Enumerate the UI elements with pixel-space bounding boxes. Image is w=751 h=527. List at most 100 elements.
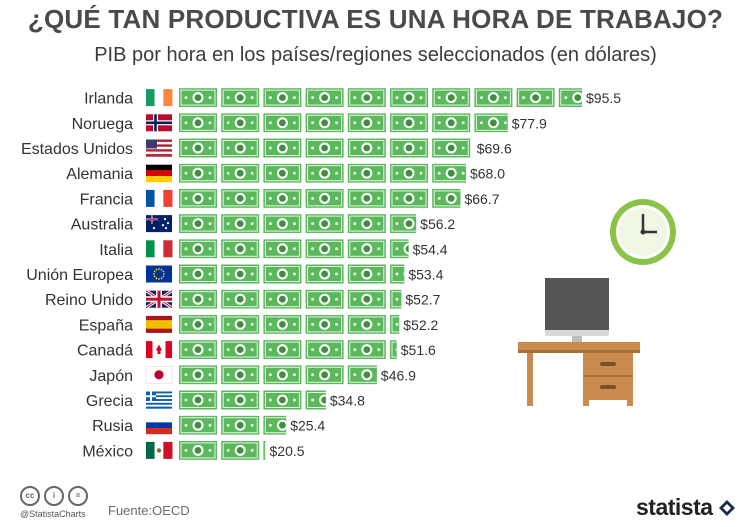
chart-row: Noruega $77.9 [72, 113, 547, 133]
dollar-bill-icon [347, 239, 386, 259]
dollar-bill-icon [263, 163, 302, 183]
dollar-bill-icon [263, 340, 302, 360]
dollar-bill-icon [347, 214, 386, 234]
chart-row: Irlanda $95.5 [84, 88, 621, 108]
flag-russia-icon [146, 416, 172, 435]
dollar-bill-icon [221, 390, 260, 410]
value-label: $25.4 [290, 418, 325, 434]
dollar-bill-icon [347, 138, 386, 158]
dollar-bill-icon [474, 113, 508, 133]
value-label: $54.4 [413, 241, 448, 257]
dollar-bill-icon [221, 138, 260, 158]
flag-japan-icon [145, 365, 173, 384]
category-label: México [82, 443, 133, 460]
bar [179, 365, 377, 385]
dollar-bill-icon [390, 138, 428, 158]
category-label: Reino Unido [45, 292, 133, 309]
dollar-bill-icon [179, 264, 217, 284]
dollar-bill-icon [263, 138, 302, 158]
dollar-bill-icon [221, 264, 260, 284]
value-label: $51.6 [401, 342, 436, 358]
dollar-bill-icon [390, 264, 405, 284]
dollar-bill-icon [390, 163, 428, 183]
chart-row: Italia $54.4 [99, 239, 448, 259]
chart-row: Rusia $25.4 [92, 415, 325, 435]
bar [179, 188, 461, 208]
dollar-bill-icon [221, 163, 260, 183]
dollar-bill-icon [263, 289, 302, 309]
dollar-bill-icon [432, 138, 471, 158]
chart-row: Japón $46.9 [89, 365, 416, 385]
dollar-bill-icon [179, 440, 217, 460]
dollar-bill-icon [179, 289, 217, 309]
chart-row: Unión Europea $53.4 [26, 264, 444, 284]
chart-row: Grecia $34.8 [86, 390, 365, 410]
dollar-bill-icon [558, 88, 583, 108]
category-label: Rusia [92, 418, 133, 435]
page-title: ¿QUÉ TAN PRODUCTIVA ES UNA HORA DE TRABA… [27, 4, 724, 34]
bar [179, 163, 466, 183]
flag-norway-icon [146, 114, 172, 132]
nd-icon: = [68, 486, 88, 506]
value-label: $52.2 [403, 317, 438, 333]
dollar-bill-icon [347, 289, 386, 309]
chart-row: Estados Unidos $69.6 [21, 138, 512, 158]
dollar-bill-icon [263, 188, 302, 208]
page-subtitle: PIB por hora en los países/regiones sele… [94, 44, 657, 66]
chart-row: Alemania $68.0 [66, 163, 505, 183]
value-label: $53.4 [408, 267, 443, 283]
category-label: Australia [71, 217, 133, 234]
dollar-bill-icon [221, 239, 260, 259]
dollar-bill-icon [305, 239, 344, 259]
value-label: $66.7 [464, 191, 499, 207]
dollar-bill-icon [390, 188, 428, 208]
dollar-bill-icon [432, 113, 471, 133]
value-label: $52.7 [405, 292, 440, 308]
category-label: Unión Europea [26, 267, 133, 284]
dollar-bill-icon [179, 239, 217, 259]
chart-row: Canadá $51.6 [77, 340, 436, 360]
value-label: $68.0 [470, 166, 505, 182]
dollar-bill-icon [305, 88, 344, 108]
dollar-bill-icon [263, 239, 302, 259]
cc-icon: cc [20, 486, 40, 506]
dollar-bill-icon [179, 365, 217, 385]
chart-row: Australia $56.2 [71, 214, 455, 234]
dollar-bill-icon [263, 365, 302, 385]
dollar-bill-icon [432, 163, 466, 183]
value-label: $56.2 [420, 216, 455, 232]
dollar-bill-icon [179, 163, 217, 183]
flag-greece-icon [146, 391, 172, 409]
flag-uk-icon [145, 289, 173, 309]
clock-icon [610, 199, 676, 265]
category-label: Italia [99, 242, 133, 259]
dollar-bill-icon [263, 214, 302, 234]
value-label: $77.9 [512, 115, 547, 131]
bar [179, 390, 326, 410]
chart-row: México $20.5 [82, 440, 305, 460]
bar [179, 239, 409, 259]
dollar-bill-icon [390, 314, 400, 334]
twitter-handle: @StatistaCharts [20, 509, 86, 519]
dollar-bill-icon [221, 113, 260, 133]
bar [179, 314, 400, 334]
bar [179, 214, 417, 234]
flag-usa-icon [146, 139, 172, 157]
chart-row: Reino Unido $52.7 [45, 289, 441, 309]
flag-france-icon [146, 189, 173, 207]
bar [179, 113, 508, 133]
dollar-bill-icon [347, 365, 377, 385]
dollar-bill-icon [390, 340, 397, 360]
category-label: Japón [89, 368, 133, 385]
dollar-bill-icon [221, 340, 260, 360]
dollar-bill-icon [347, 163, 386, 183]
dollar-bill-icon [390, 289, 402, 309]
dollar-bill-icon [390, 214, 417, 234]
dollar-bill-icon [179, 138, 217, 158]
value-label: $69.6 [477, 141, 512, 157]
value-label: $46.9 [381, 367, 416, 383]
dollar-bill-icon [263, 113, 302, 133]
bar [179, 340, 397, 360]
dollar-bill-icon [179, 88, 217, 108]
dollar-bill-icon [347, 340, 386, 360]
